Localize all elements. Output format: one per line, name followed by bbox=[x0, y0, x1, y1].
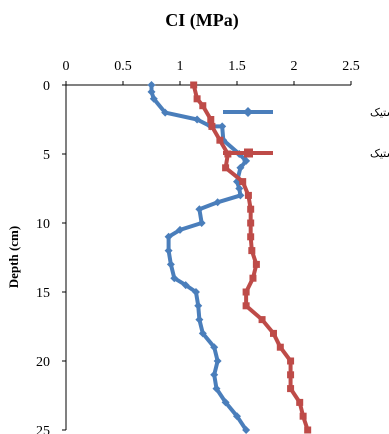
chart-title: CI (MPa) bbox=[165, 10, 238, 31]
data-point bbox=[242, 426, 251, 434]
x-tick-label: 2 bbox=[291, 59, 298, 74]
data-point bbox=[258, 316, 266, 324]
data-point bbox=[195, 315, 204, 324]
data-point bbox=[287, 357, 295, 365]
y-tick-label: 20 bbox=[36, 355, 50, 370]
plot-area: 0 0.5 1 1.5 2 2.5 0 5 10 15 20 25 bbox=[36, 59, 360, 434]
data-point bbox=[248, 247, 256, 255]
data-point bbox=[269, 329, 277, 337]
data-point bbox=[198, 329, 207, 338]
data-point bbox=[213, 198, 222, 207]
data-point bbox=[181, 281, 190, 290]
data-point bbox=[242, 288, 250, 296]
data-point bbox=[199, 102, 207, 110]
data-point bbox=[299, 412, 307, 420]
data-point bbox=[247, 233, 255, 241]
data-point bbox=[249, 274, 257, 282]
data-point bbox=[164, 232, 173, 241]
data-point bbox=[190, 81, 198, 89]
legend-label: قبل از عبور لاستیک bbox=[370, 106, 389, 119]
data-point bbox=[191, 288, 200, 296]
legend-marker bbox=[243, 107, 253, 117]
data-point bbox=[247, 219, 255, 227]
legend: قبل از عبور لاستیک بعد از عبور لاستیک bbox=[223, 106, 389, 160]
data-point bbox=[221, 398, 230, 407]
data-point bbox=[210, 370, 219, 379]
data-point bbox=[242, 156, 251, 165]
data-point bbox=[193, 115, 202, 124]
data-point bbox=[149, 94, 158, 103]
y-tick-label: 10 bbox=[36, 217, 50, 232]
x-tick-label: 1.5 bbox=[228, 59, 246, 74]
data-point bbox=[252, 260, 260, 268]
y-tick-label: 0 bbox=[43, 79, 50, 94]
data-point bbox=[197, 219, 206, 227]
data-point bbox=[296, 398, 304, 406]
data-point bbox=[242, 302, 250, 310]
data-point bbox=[164, 246, 173, 255]
data-point bbox=[210, 343, 219, 352]
y-axis-label: Depth (cm) bbox=[6, 226, 21, 288]
legend-label: بعد از عبور لاستیک bbox=[370, 147, 389, 160]
data-point bbox=[147, 87, 156, 96]
x-tick-label: 0.5 bbox=[114, 59, 132, 74]
data-point bbox=[212, 384, 221, 393]
data-point bbox=[236, 163, 245, 172]
data-point bbox=[239, 178, 247, 186]
data-point bbox=[161, 108, 170, 117]
y-tick-label: 5 bbox=[43, 148, 50, 163]
x-tick-label: 0 bbox=[63, 59, 70, 74]
data-point bbox=[222, 164, 230, 172]
legend-marker bbox=[244, 148, 253, 158]
data-point bbox=[147, 81, 156, 89]
data-point bbox=[207, 116, 215, 123]
series-line-1 bbox=[149, 83, 249, 432]
x-tick-label: 1 bbox=[177, 59, 184, 74]
data-point bbox=[276, 343, 284, 351]
data-point bbox=[287, 371, 295, 379]
data-point bbox=[244, 191, 252, 199]
data-point bbox=[213, 357, 222, 365]
data-point bbox=[194, 301, 203, 310]
x-tick-label: 2.5 bbox=[342, 59, 360, 74]
data-point bbox=[235, 184, 244, 193]
data-point bbox=[170, 274, 179, 283]
data-point bbox=[195, 205, 204, 214]
data-point bbox=[193, 95, 201, 103]
y-tick-label: 15 bbox=[36, 286, 50, 301]
data-point bbox=[304, 426, 312, 434]
data-point bbox=[218, 122, 227, 131]
data-point bbox=[287, 385, 295, 393]
data-point bbox=[233, 412, 241, 421]
data-point bbox=[236, 191, 245, 200]
data-point bbox=[166, 260, 175, 269]
data-point bbox=[216, 136, 224, 144]
data-point bbox=[176, 225, 184, 234]
data-point bbox=[247, 205, 255, 213]
y-tick-label: 25 bbox=[36, 424, 50, 434]
data-point bbox=[208, 122, 216, 130]
